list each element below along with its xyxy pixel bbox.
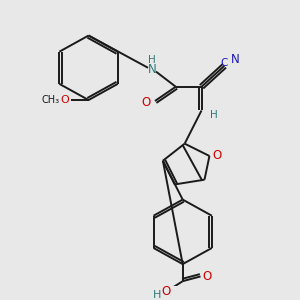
Text: H: H bbox=[209, 110, 217, 120]
Text: H: H bbox=[153, 290, 161, 300]
Text: H: H bbox=[148, 55, 156, 65]
Text: CH₃: CH₃ bbox=[42, 95, 60, 105]
Text: N: N bbox=[148, 63, 156, 76]
Text: O: O bbox=[161, 285, 170, 298]
Text: O: O bbox=[60, 95, 69, 105]
Text: O: O bbox=[141, 96, 151, 110]
Text: O: O bbox=[203, 270, 212, 283]
Text: C: C bbox=[220, 58, 228, 68]
Text: O: O bbox=[213, 149, 222, 163]
Text: N: N bbox=[231, 53, 240, 66]
